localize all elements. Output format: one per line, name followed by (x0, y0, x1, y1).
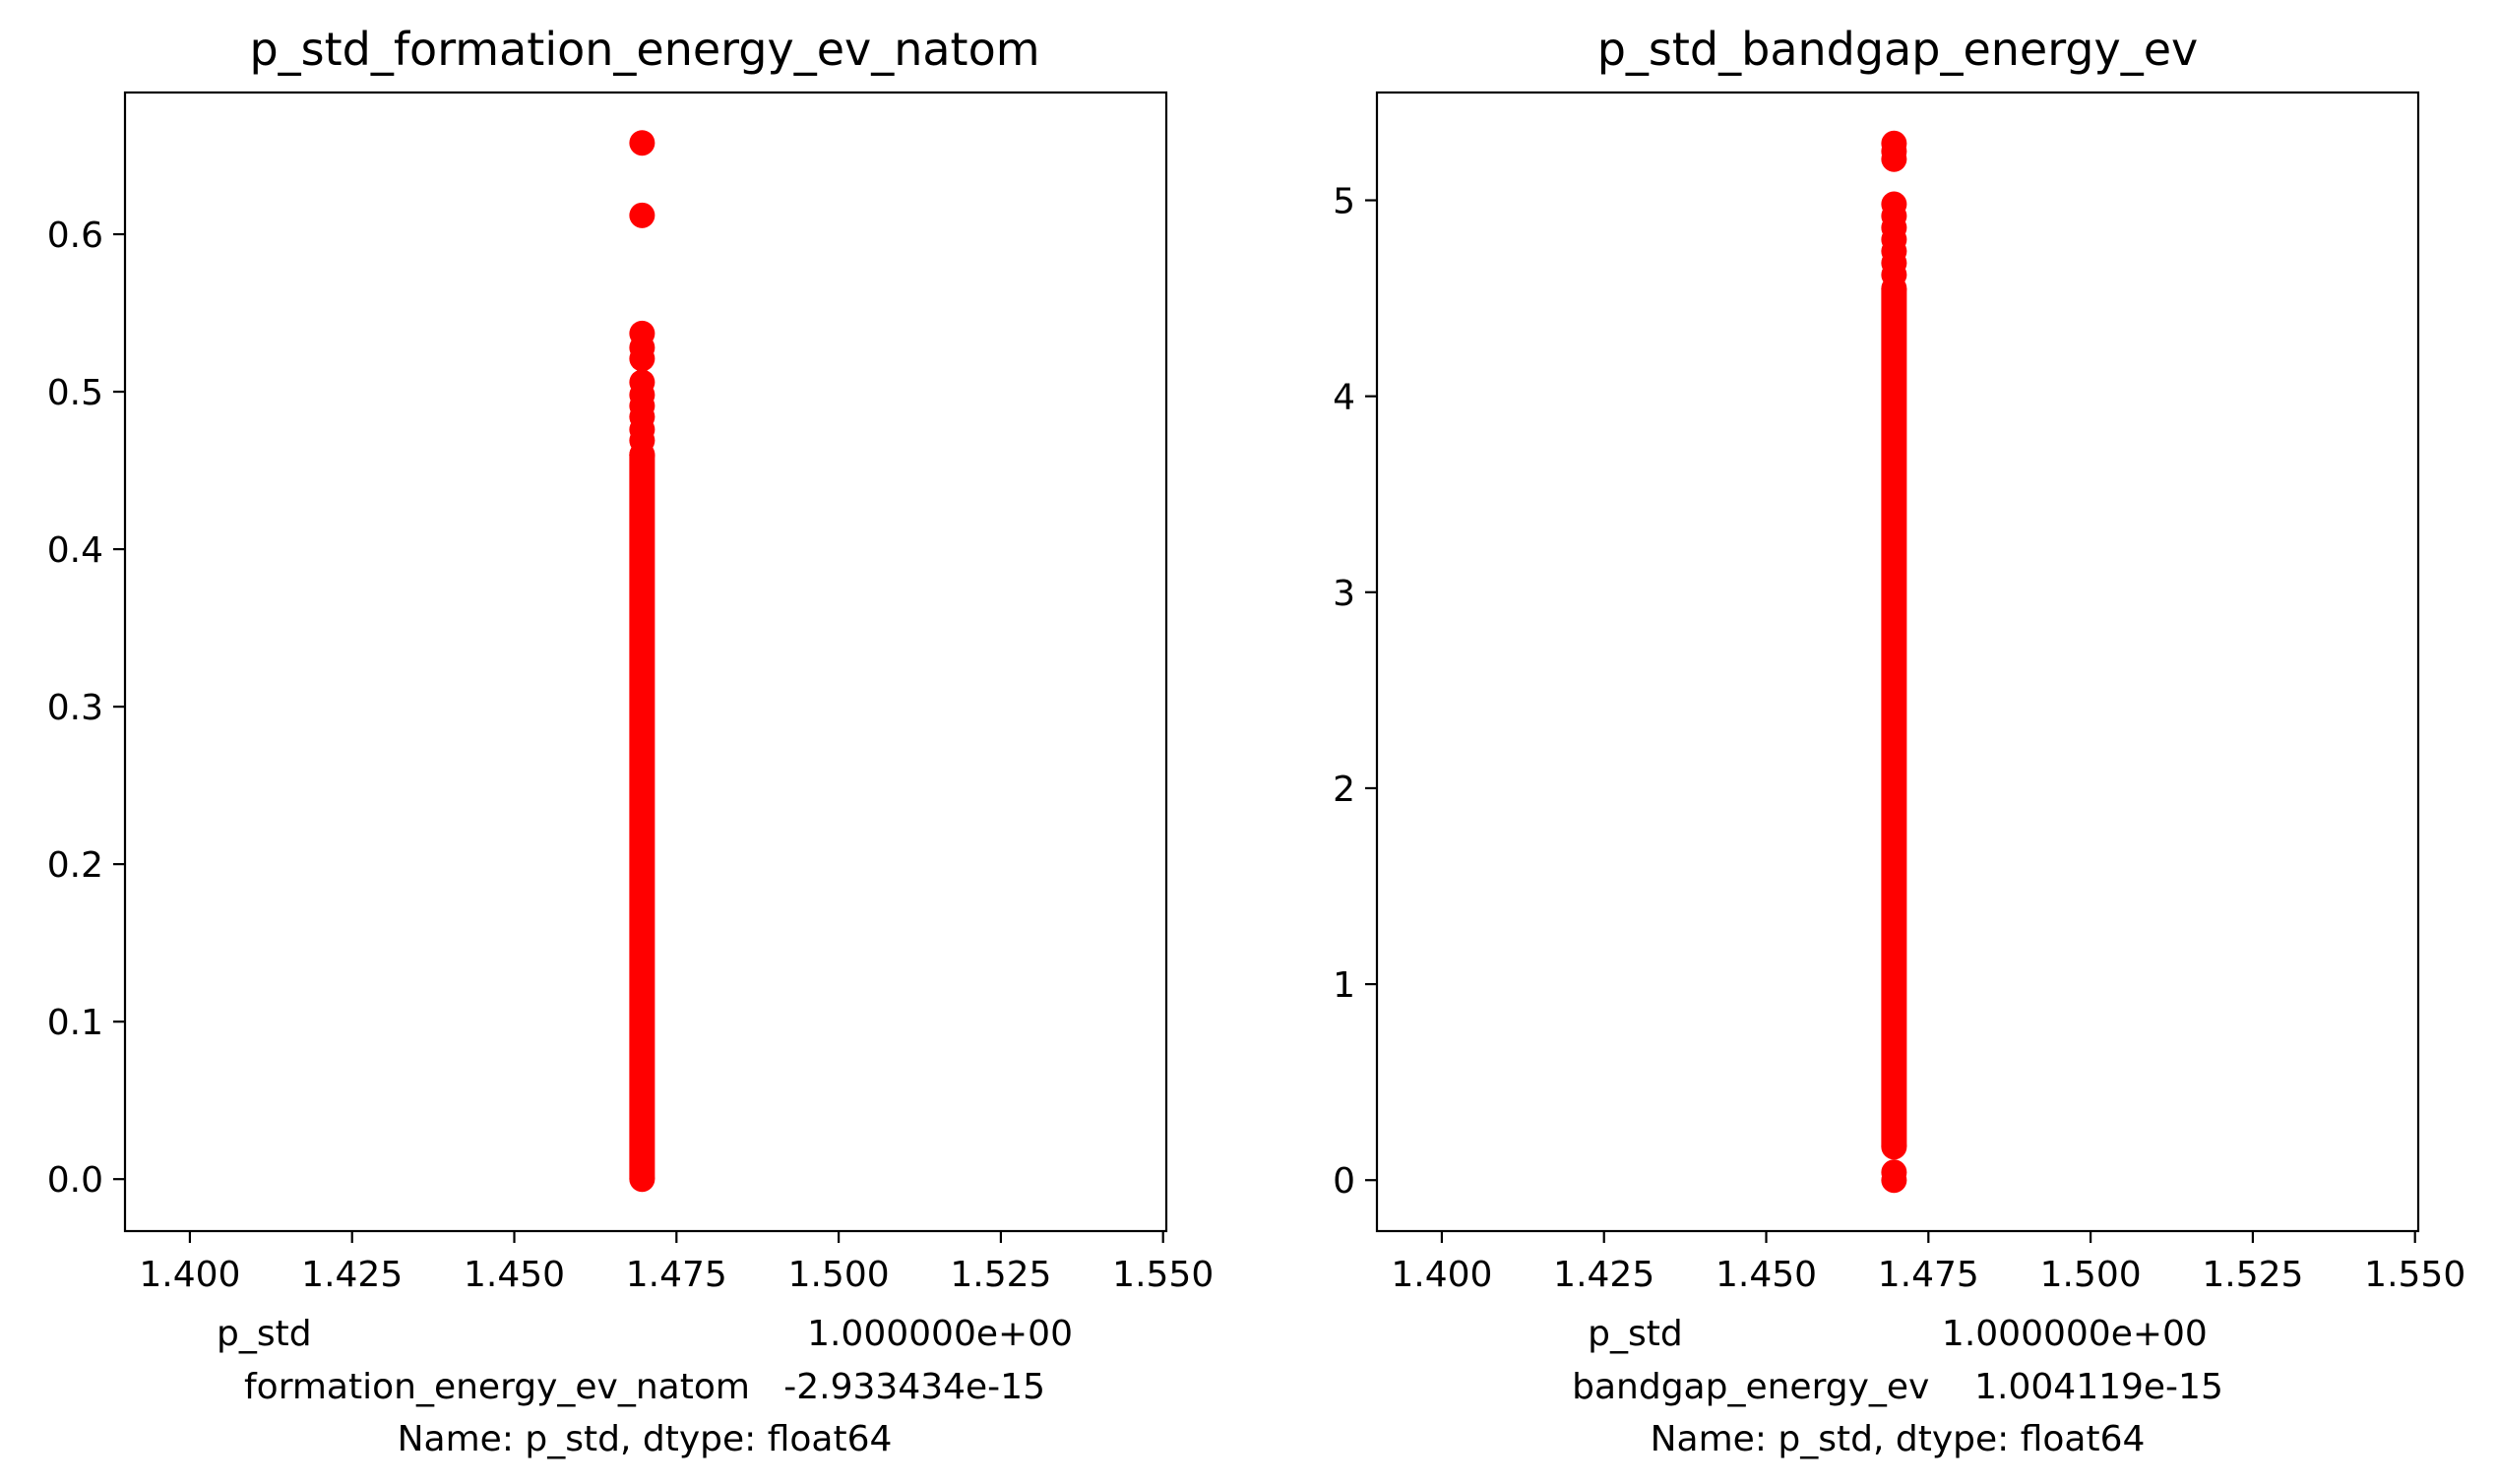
scatter-point-cluster (629, 455, 655, 1180)
chart-title: p_std_bandgap_energy_ev (1597, 23, 2199, 76)
x-label-line-2: formation_energy_ev_natom -2.933434e-15 (244, 1367, 1045, 1407)
x-label-line-3: Name: p_std, dtype: float64 (1651, 1419, 2146, 1459)
y-tick-label: 3 (1333, 574, 1355, 614)
x-label-line-1: p_std 1.000000e+00 (1588, 1314, 2208, 1354)
x-tick-label: 1.425 (301, 1255, 403, 1295)
x-label-line-3: Name: p_std, dtype: float64 (398, 1419, 893, 1459)
x-axis-label: p_std 1.000000e+00 bandgap_energy_ev 1.0… (1572, 1314, 2223, 1459)
y-axis: 0 1 2 3 4 5 (1333, 182, 1377, 1202)
axes-frame (1375, 91, 2420, 1233)
x-tick-label: 1.450 (464, 1255, 565, 1295)
subplot-bandgap-energy: p_std_bandgap_energy_ev 0 1 2 3 4 5 1.400 1.42… (1333, 23, 2465, 1459)
scatter-point (629, 1166, 655, 1193)
scatter-point-cluster (1881, 288, 1907, 1147)
y-tick-label: 0.4 (47, 530, 103, 571)
x-tick-label: 1.400 (1391, 1255, 1492, 1295)
y-tick-label: 0.0 (47, 1160, 103, 1201)
scatter-points (629, 130, 655, 1193)
x-axis: 1.400 1.425 1.450 1.475 1.500 1.525 1.550 (1391, 1231, 2465, 1295)
scatter-point (1881, 262, 1907, 288)
x-tick-label: 1.525 (950, 1255, 1051, 1295)
y-tick-label: 0.6 (47, 216, 103, 256)
scatter-point (1881, 1134, 1907, 1160)
x-axis: 1.400 1.425 1.450 1.475 1.500 1.525 1.550 (139, 1231, 1214, 1295)
y-tick-label: 0 (1333, 1161, 1355, 1202)
x-tick-label: 1.500 (788, 1255, 890, 1295)
y-tick-label: 0.5 (47, 373, 103, 413)
y-tick-label: 5 (1333, 182, 1355, 222)
scatter-point (1881, 1167, 1907, 1194)
y-tick-label: 4 (1333, 378, 1355, 418)
x-tick-label: 1.500 (2040, 1255, 2142, 1295)
scatter-point (629, 442, 655, 468)
x-label-line-1: p_std 1.000000e+00 (217, 1314, 1073, 1354)
x-tick-label: 1.475 (1878, 1255, 1979, 1295)
x-tick-label: 1.550 (2364, 1255, 2465, 1295)
y-tick-label: 2 (1333, 770, 1355, 810)
x-tick-label: 1.400 (139, 1255, 240, 1295)
scatter-points (1881, 130, 1907, 1194)
y-tick-label: 0.1 (47, 1003, 103, 1043)
chart-title: p_std_formation_energy_ev_natom (249, 23, 1039, 76)
subplot-formation-energy: p_std_formation_energy_ev_natom 0.00.10.… (47, 23, 1215, 1459)
x-tick-label: 1.550 (1112, 1255, 1214, 1295)
x-tick-label: 1.525 (2202, 1255, 2303, 1295)
x-tick-label: 1.475 (626, 1255, 727, 1295)
x-tick-label: 1.425 (1553, 1255, 1654, 1295)
y-tick-label: 1 (1333, 965, 1355, 1006)
axes-frame (123, 91, 1168, 1233)
scatter-point (629, 345, 655, 372)
scatter-point (1881, 146, 1907, 172)
x-tick-label: 1.450 (1716, 1255, 1817, 1295)
x-label-line-2: bandgap_energy_ev 1.004119e-15 (1572, 1367, 2223, 1407)
y-tick-label: 0.3 (47, 688, 103, 728)
y-tick-label: 0.2 (47, 845, 103, 886)
scatter-point (629, 130, 655, 156)
y-axis: 0.0 0.1 0.2 0.3 0.4 0.5 0.6 (47, 216, 125, 1201)
x-axis-label: p_std 1.000000e+00 formation_energy_ev_n… (217, 1314, 1073, 1459)
scatter-point (629, 202, 655, 228)
